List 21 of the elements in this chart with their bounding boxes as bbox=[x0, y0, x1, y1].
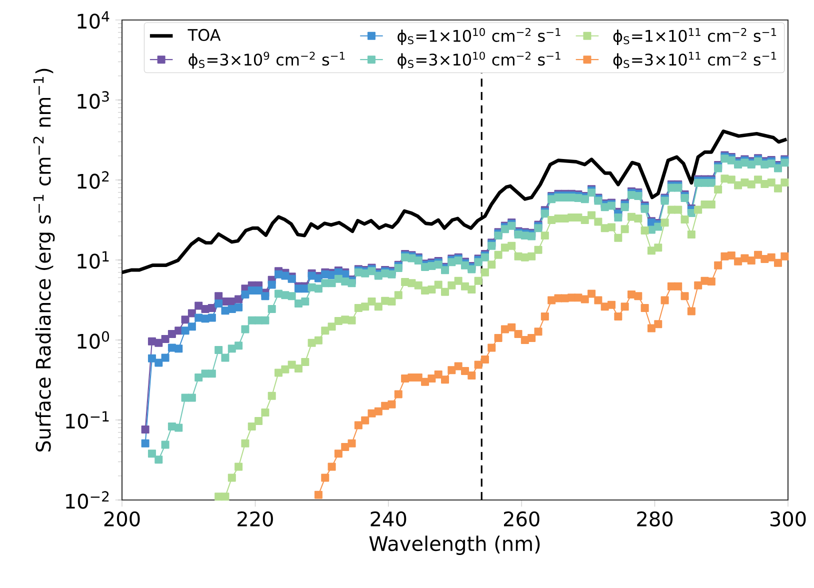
legend-label: ϕ$_{S}$=1×10$^{10}$ cm$^{−2}$ s$^{−1}$ bbox=[398, 28, 560, 46]
x-tick-label: 240 bbox=[370, 511, 406, 526]
x-axis-title: Wavelength (nm) bbox=[369, 536, 540, 556]
y-tick-label: 10$^{1}$ bbox=[78, 251, 109, 269]
y-tick-label: 10$^{4}$ bbox=[78, 11, 110, 29]
legend-label: ϕ$_{S}$=1×10$^{11}$ cm$^{−2}$ s$^{−1}$ bbox=[613, 28, 776, 46]
y-tick-label: 10$^{3}$ bbox=[78, 91, 109, 109]
legend-label: ϕ$_{S}$=3×10$^{11}$ cm$^{−2}$ s$^{−1}$ bbox=[613, 52, 776, 69]
y-tick-label: 10$^{−1}$ bbox=[66, 411, 109, 429]
x-tick-label: 260 bbox=[504, 511, 540, 526]
y-tick-label: 10$^{0}$ bbox=[78, 331, 110, 349]
y-tick-label: 10$^{−2}$ bbox=[66, 491, 109, 509]
y-axis-title: Surface Radiance (erg s$^{−1}$ cm$^{−2}$ nm$^{−1}$) bbox=[33, 68, 55, 452]
x-tick-label: 300 bbox=[770, 511, 806, 526]
legend-label: ϕ$_{S}$=3×10$^{9}$ cm$^{−2}$ s$^{−1}$ bbox=[188, 52, 345, 69]
y-tick-label: 10$^{2}$ bbox=[78, 171, 109, 189]
legend-label: ϕ$_{S}$=3×10$^{10}$ cm$^{−2}$ s$^{−1}$ bbox=[398, 52, 560, 69]
legend-label: TOA bbox=[188, 28, 221, 42]
x-tick-label: 220 bbox=[238, 511, 273, 526]
x-tick-label: 200 bbox=[104, 511, 140, 526]
x-tick-label: 280 bbox=[637, 511, 673, 526]
